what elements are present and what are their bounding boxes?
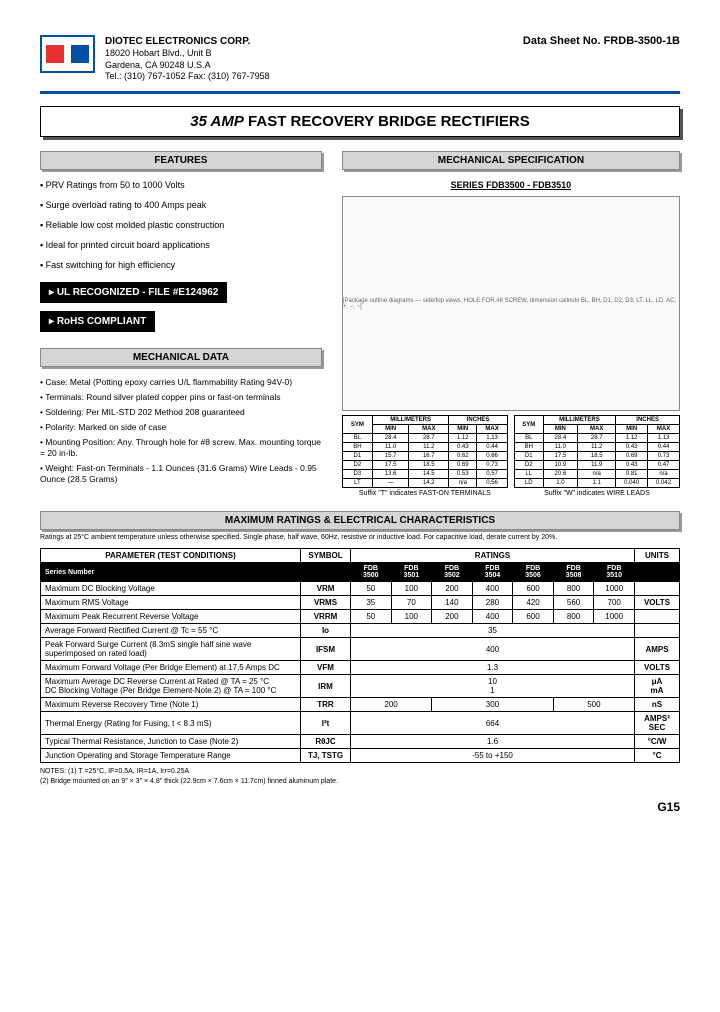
mech-data-item: Terminals: Round silver plated copper pi…: [40, 392, 322, 403]
suffix-w: Suffix "W" indicates WIRE LEADS: [514, 490, 680, 497]
features-header: FEATURES: [40, 151, 322, 170]
rohs-badge: RoHS COMPLIANT: [40, 311, 155, 332]
title-rest: FAST RECOVERY BRIDGE RECTIFIERS: [248, 113, 530, 130]
column-right: MECHANICAL SPECIFICATION SERIES FDB3500 …: [342, 151, 680, 497]
notes: NOTES: (1) T =25°C, IF=0.5A, IR=1A, Irr=…: [40, 767, 680, 785]
header: DIOTEC ELECTRONICS CORP. 18020 Hobart Bl…: [40, 35, 680, 83]
divider: [40, 91, 680, 94]
datasheet-number: Data Sheet No. FRDB-3500-1B: [523, 35, 680, 47]
dim-table-t-wrap: SYMMILLIMETERSINCHES MINMAXMINMAXBL28.42…: [342, 415, 508, 497]
mech-data-item: Polarity: Marked on side of case: [40, 422, 322, 433]
page-number: G15: [40, 800, 680, 814]
feature-item: Ideal for printed circuit board applicat…: [40, 240, 322, 250]
logo: [40, 35, 95, 73]
features-list: PRV Ratings from 50 to 1000 Volts Surge o…: [40, 180, 322, 270]
company-address: DIOTEC ELECTRONICS CORP. 18020 Hobart Bl…: [105, 35, 270, 83]
mech-data-item: Weight: Fast-on Terminals - 1.1 Ounces (…: [40, 463, 322, 485]
feature-item: Surge overload rating to 400 Amps peak: [40, 200, 322, 210]
feature-item: Fast switching for high efficiency: [40, 260, 322, 270]
mech-data-header: MECHANICAL DATA: [40, 348, 322, 367]
suffix-t: Suffix "T" indicates FAST-ON TERMINALS: [342, 490, 508, 497]
dim-table-t: SYMMILLIMETERSINCHES MINMAXMINMAXBL28.42…: [342, 415, 508, 488]
mech-data-item: Soldering: Per MIL-STD 202 Method 208 gu…: [40, 407, 322, 418]
header-left: DIOTEC ELECTRONICS CORP. 18020 Hobart Bl…: [40, 35, 270, 83]
mech-spec-header: MECHANICAL SPECIFICATION: [342, 151, 680, 170]
ratings-table: PARAMETER (TEST CONDITIONS)SYMBOLRATINGS…: [40, 548, 680, 763]
package-diagram: [Package outline diagrams — side/top vie…: [342, 196, 680, 411]
dimension-tables: SYMMILLIMETERSINCHES MINMAXMINMAXBL28.42…: [342, 415, 680, 497]
dim-table-w-wrap: SYMMILLIMETERSINCHES MINMAXMINMAXBL28.42…: [514, 415, 680, 497]
ratings-header: MAXIMUM RATINGS & ELECTRICAL CHARACTERIS…: [40, 511, 680, 530]
addr-line2: Gardena, CA 90248 U.S.A: [105, 60, 211, 70]
dim-table-w: SYMMILLIMETERSINCHES MINMAXMINMAXBL28.42…: [514, 415, 680, 488]
mech-data-item: Mounting Position: Any. Through hole for…: [40, 437, 322, 459]
title-amp: 35 AMP: [190, 113, 244, 130]
ul-badge: UL RECOGNIZED - FILE #E124962: [40, 282, 227, 303]
company-name: DIOTEC ELECTRONICS CORP.: [105, 36, 250, 47]
feature-item: PRV Ratings from 50 to 1000 Volts: [40, 180, 322, 190]
mech-data-item: Case: Metal (Potting epoxy carries U/L f…: [40, 377, 322, 388]
series-label: SERIES FDB3500 - FDB3510: [342, 180, 680, 190]
column-left: FEATURES PRV Ratings from 50 to 1000 Vol…: [40, 151, 322, 497]
addr-line1: 18020 Hobart Blvd., Unit B: [105, 48, 212, 58]
tel-fax: Tel.: (310) 767-1052 Fax: (310) 767-7958: [105, 71, 270, 81]
feature-item: Reliable low cost molded plastic constru…: [40, 220, 322, 230]
title-box: 35 AMP FAST RECOVERY BRIDGE RECTIFIERS: [40, 106, 680, 137]
columns: FEATURES PRV Ratings from 50 to 1000 Vol…: [40, 151, 680, 497]
mech-data-list: Case: Metal (Potting epoxy carries U/L f…: [40, 377, 322, 485]
ratings-subnote: Ratings at 25°C ambient temperature unle…: [40, 534, 680, 542]
